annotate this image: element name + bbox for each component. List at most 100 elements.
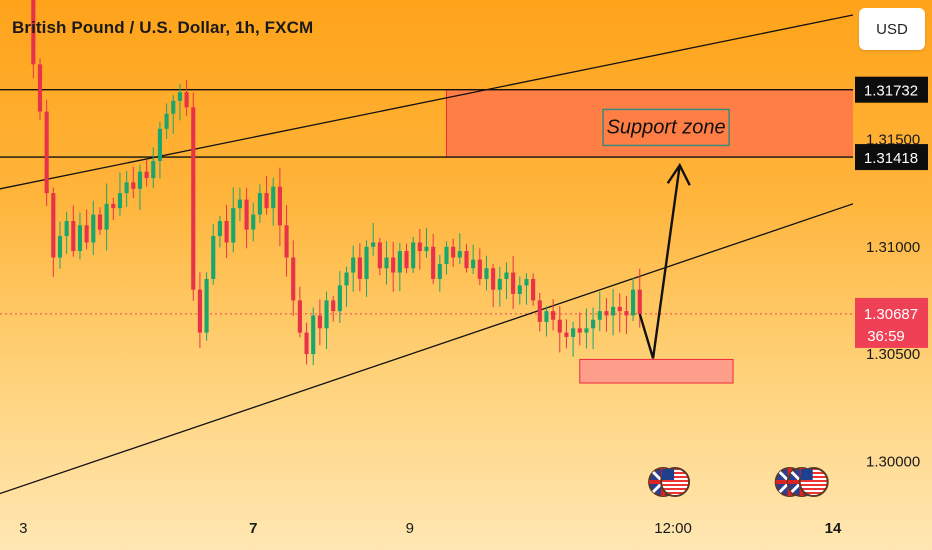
target-box [579, 358, 734, 384]
candle-body [177, 92, 182, 101]
candle-body [497, 278, 502, 290]
candle-body [357, 257, 362, 279]
price-tick-label: 1.30500 [866, 346, 920, 363]
candle-body [304, 332, 309, 355]
candle-body [384, 257, 389, 269]
time-tick-label: 7 [249, 520, 257, 537]
time-tick-label: 12:00 [654, 520, 692, 537]
candle-body [571, 328, 576, 337]
candle-body [211, 236, 216, 279]
candle-body [331, 300, 336, 312]
support-price-tag-bg [855, 144, 928, 171]
candle-body [471, 259, 476, 269]
projection-path [638, 165, 681, 359]
candle-body [131, 182, 136, 189]
candle-body [257, 193, 262, 215]
candle-body [591, 319, 596, 329]
candle-body [104, 203, 109, 230]
candle-body [371, 242, 376, 247]
candle-body [351, 257, 356, 273]
price-tick-label: 1.30000 [866, 453, 920, 470]
time-tick-label: 9 [406, 520, 414, 537]
candle-body [37, 64, 43, 112]
candle-body [417, 242, 422, 252]
candle-body [137, 171, 143, 189]
support-zone-label-box [602, 108, 730, 147]
candle-body [91, 214, 96, 243]
candle-body [451, 246, 456, 258]
candle-body [184, 92, 189, 108]
candle-body [191, 107, 196, 290]
last-price-tag: 1.30687 [864, 306, 918, 323]
candle-body [477, 259, 482, 279]
lower-trendline[interactable] [0, 203, 853, 495]
candle-body [324, 300, 329, 329]
candle-body [511, 272, 516, 294]
candle-body [244, 199, 249, 230]
candle-body [437, 263, 442, 279]
candle-body [617, 306, 622, 312]
candle-body [364, 246, 369, 279]
candle-body [217, 221, 222, 237]
candle-body [277, 186, 282, 226]
candle-body [344, 272, 349, 286]
candle-body [77, 225, 83, 252]
candle-body [544, 311, 549, 322]
candle-body [297, 300, 302, 333]
price-tick-label: 1.31000 [866, 239, 920, 256]
candle-body [484, 268, 489, 279]
candle-body [311, 315, 316, 355]
candle-body [337, 285, 342, 312]
candle-body [631, 289, 636, 316]
candle-body [164, 113, 169, 129]
candle-body [117, 193, 123, 209]
candle-body [597, 311, 602, 320]
candle-body [611, 306, 616, 316]
candle-body [291, 257, 296, 301]
candle-body [431, 246, 436, 279]
candle-body [551, 311, 556, 320]
upper-trendline[interactable] [0, 14, 853, 190]
candle-body [97, 214, 103, 230]
candle-body [531, 278, 536, 301]
projection-arrowhead [666, 162, 691, 186]
us-flag-icon[interactable] [660, 467, 691, 497]
candle-body [424, 246, 429, 252]
candle-body [111, 203, 116, 209]
candle-body [584, 328, 589, 333]
support-price-tag: 1.31418 [864, 150, 918, 167]
candle-body [491, 268, 496, 290]
candle-body [231, 208, 236, 243]
candle-body [57, 236, 63, 258]
candle-body [64, 221, 69, 237]
candle-body [171, 100, 176, 114]
us-flag-icon[interactable] [798, 467, 829, 497]
candle-body [51, 193, 56, 258]
candle-body [264, 193, 269, 209]
candle-body [464, 251, 469, 269]
resistance-price-tag: 1.31732 [864, 83, 918, 100]
candle-body [557, 319, 562, 333]
candle-body [577, 328, 582, 333]
candle-body [537, 300, 542, 322]
candle-body [251, 214, 256, 230]
candle-body [504, 272, 509, 279]
candle-body [517, 285, 522, 294]
candle-body [604, 311, 609, 316]
candle-body [237, 199, 242, 209]
candle-body [444, 246, 449, 264]
chart-title: British Pound / U.S. Dollar, 1h, FXCM [12, 18, 314, 37]
candle-body [84, 225, 89, 243]
currency-button[interactable]: USD [859, 8, 925, 50]
candle-body [284, 225, 289, 258]
candle-body [564, 332, 569, 337]
candle-body [271, 186, 276, 209]
time-tick-label: 14 [825, 520, 842, 537]
last-price-tag-bg [855, 297, 928, 348]
candle-body [624, 311, 629, 316]
candle-body [224, 221, 229, 243]
candle-body [317, 315, 322, 329]
candle-body [404, 251, 409, 269]
candle-body [397, 251, 402, 273]
